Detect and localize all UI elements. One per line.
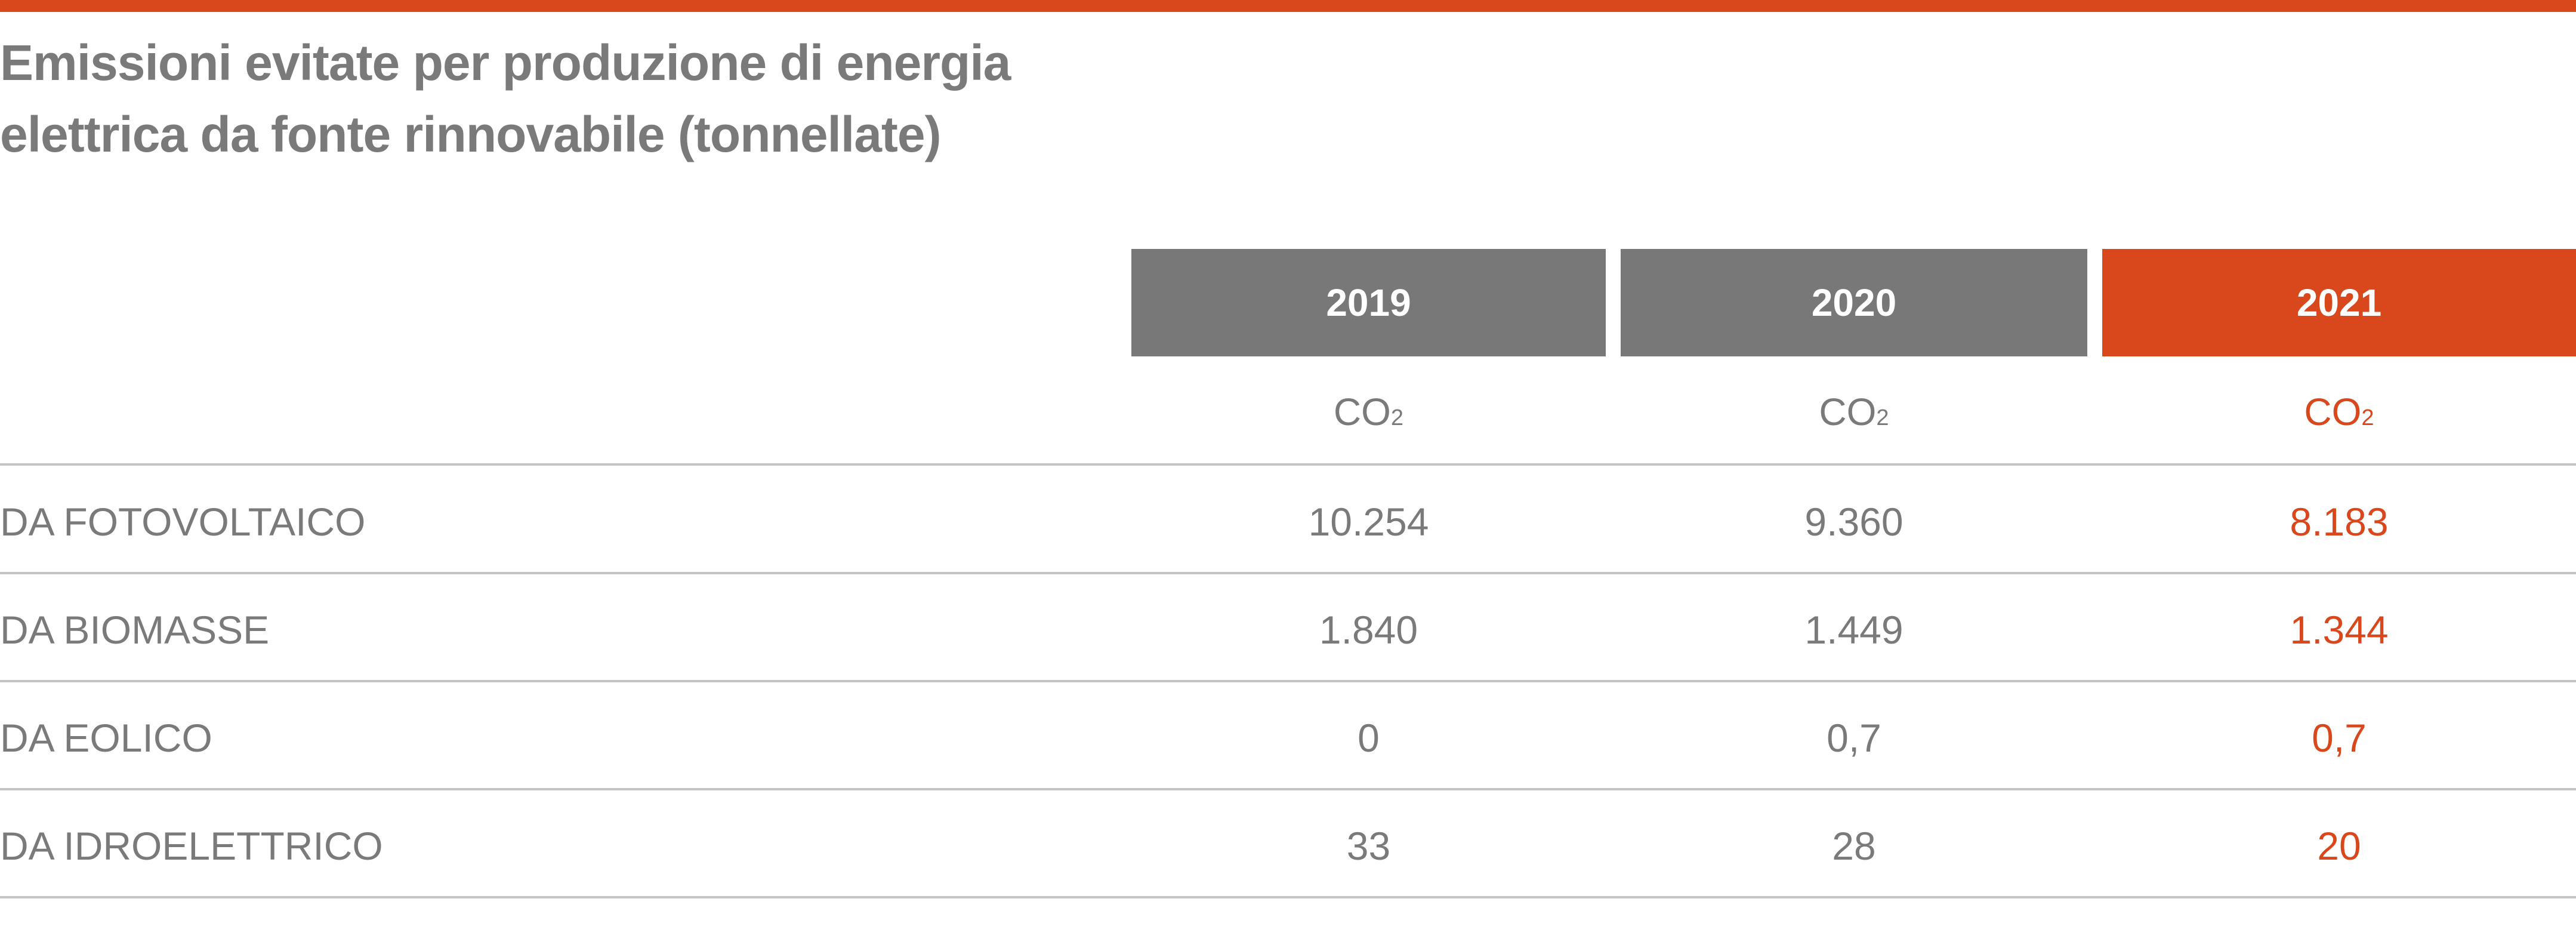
table-row-biomasse: DA BIOMASSE 1.840 1.449 1.344 — [0, 577, 2576, 682]
unit-subscript: 2 — [2361, 405, 2374, 430]
table-row-eolico: DA EOLICO 0 0,7 0,7 — [0, 685, 2576, 790]
table-title: Emissioni evitate per produzione di ener… — [0, 27, 1134, 170]
cell-2020: 0,7 — [1827, 716, 1881, 760]
year-header-2019: 2019 — [1131, 249, 1606, 356]
unit-label-2019: CO 2 — [1131, 382, 1606, 442]
cell-2020: 28 — [1832, 824, 1876, 868]
table-divider — [0, 788, 2576, 790]
cell-2019: 33 — [1346, 824, 1391, 868]
table-divider — [0, 572, 2576, 574]
unit-base: CO — [2304, 390, 2362, 433]
unit-subscript: 2 — [1876, 405, 1889, 430]
cell-2021: 20 — [2317, 824, 2361, 868]
row-label: DA FOTOVOLTAICO — [0, 500, 366, 544]
unit-label-2020: CO 2 — [1621, 382, 2087, 442]
cell-2019: 0 — [1358, 716, 1380, 760]
row-label: DA BIOMASSE — [0, 608, 270, 652]
table-row-idroelettrico: DA IDROELETTRICO 33 28 20 — [0, 793, 2576, 898]
row-label: DA EOLICO — [0, 716, 212, 760]
unit-subscript: 2 — [1390, 405, 1404, 430]
cell-2019: 1.840 — [1319, 608, 1418, 652]
table-divider — [0, 463, 2576, 466]
title-line-1: Emissioni evitate per produzione di ener… — [0, 35, 1011, 91]
table-divider — [0, 680, 2576, 682]
unit-base: CO — [1819, 390, 1877, 433]
title-line-2: elettrica da fonte rinnovabile (tonnella… — [0, 106, 942, 162]
cell-2020: 9.360 — [1804, 500, 1904, 544]
table-divider — [0, 896, 2576, 898]
cell-2021: 8.183 — [2290, 500, 2389, 544]
unit-base: CO — [1333, 390, 1391, 433]
cell-2020: 1.449 — [1804, 608, 1904, 652]
table-row-fotovoltaico: DA FOTOVOLTAICO 10.254 9.360 8.183 — [0, 469, 2576, 574]
year-header-2020: 2020 — [1621, 249, 2087, 356]
cell-2019: 10.254 — [1308, 500, 1429, 544]
year-header-2021: 2021 — [2102, 249, 2576, 356]
cell-2021: 0,7 — [2312, 716, 2367, 760]
cell-2021: 1.344 — [2290, 608, 2389, 652]
top-accent-bar — [0, 0, 2576, 12]
unit-label-2021: CO 2 — [2102, 382, 2576, 442]
row-label: DA IDROELETTRICO — [0, 824, 383, 868]
